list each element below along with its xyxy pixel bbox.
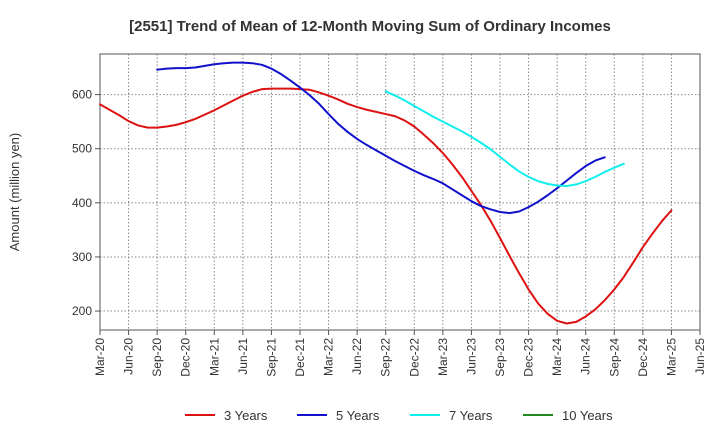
y-tick-label: 400 [72,196,92,210]
x-tick-label: Mar-25 [664,338,678,376]
x-tick-label: Sep-22 [379,338,393,377]
legend-label: 7 Years [449,408,493,423]
legend-item-3-years: 3 Years [185,408,268,423]
x-tick-label: Mar-22 [322,338,336,376]
axis-layer: 200 300 400 500 600 Mar-20 Jun-20 Sep-20 Dec-20 M… [72,53,707,377]
legend: 3 Years 5 Years 7 Years 10 Years [185,408,613,423]
x-tick-label: Sep-23 [493,338,507,377]
series-line-5-years [156,61,606,215]
y-tick-label: 200 [72,304,92,318]
legend-label: 10 Years [562,408,613,423]
x-tick-label: Jun-21 [236,338,250,375]
y-tick-label: 300 [72,250,92,264]
x-tick-label: Jun-25 [693,338,707,375]
legend-label: 5 Years [336,408,380,423]
legend-item-10-years: 10 Years [523,408,613,423]
plot-frame [99,53,701,331]
y-axis-label: Amount (million yen) [7,133,22,252]
x-tick-label: Dec-20 [179,338,193,377]
series-layer [99,61,673,325]
x-tick-label: Sep-21 [264,338,278,377]
x-tick-label: Mar-20 [93,338,107,376]
x-tick-label: Jun-20 [122,338,136,375]
y-tick-label: 500 [72,142,92,156]
x-tick-label: Dec-24 [636,338,650,377]
series-line-3-years [99,87,673,325]
series-line-7-years [384,90,625,188]
x-tick-label: Dec-22 [407,338,421,377]
x-tick-label: Mar-23 [436,338,450,376]
x-tick-label: Mar-24 [550,338,564,376]
legend-label: 3 Years [224,408,268,423]
chart-title: [2551] Trend of Mean of 12-Month Moving … [129,18,611,35]
x-tick-label: Jun-22 [350,338,364,375]
grid-layer [99,54,701,330]
x-tick-label: Jun-23 [464,338,478,375]
x-tick-label: Dec-21 [293,338,307,377]
legend-item-7-years: 7 Years [410,408,493,423]
x-tick-label: Dec-23 [522,338,536,377]
legend-item-5-years: 5 Years [297,408,380,423]
x-tick-label: Jun-24 [579,338,593,375]
x-tick-label: Mar-21 [207,338,221,376]
y-tick-label: 600 [72,88,92,102]
x-tick-label: Sep-24 [607,338,621,377]
x-tick-label: Sep-20 [150,338,164,377]
